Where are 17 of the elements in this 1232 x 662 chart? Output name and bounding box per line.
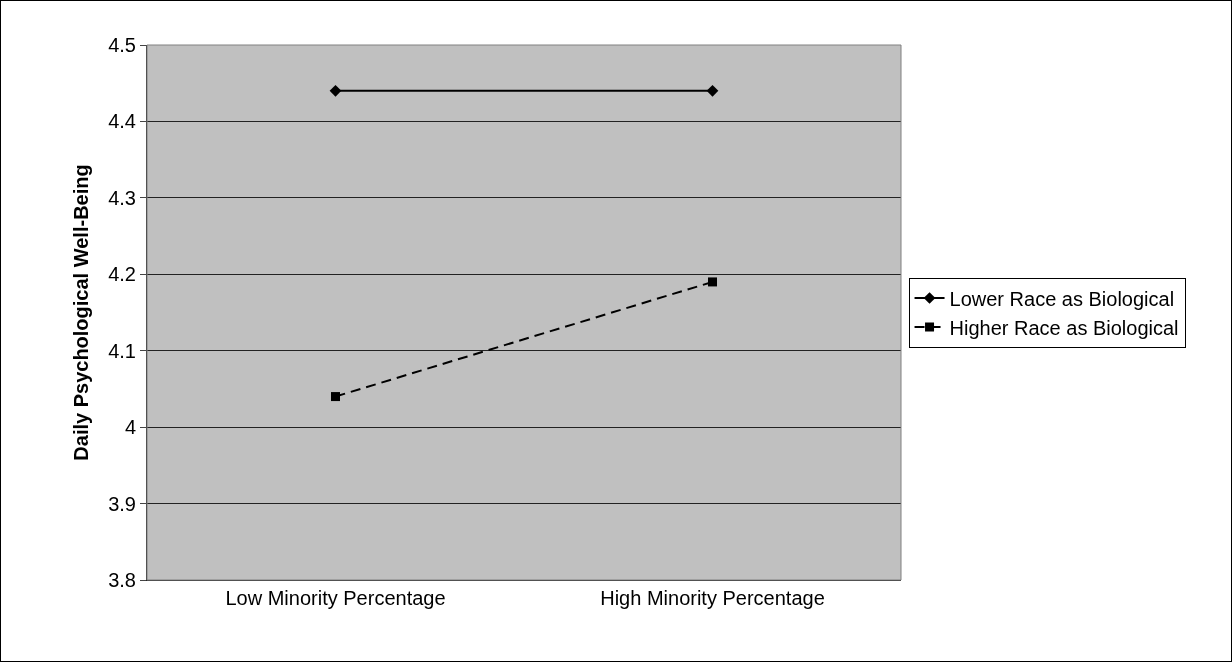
y-tick-label: 4 [124,416,136,439]
y-tick-label: 4.4 [108,110,136,133]
point [708,277,717,287]
y-tick-label: 4.2 [108,263,136,286]
x-tick-label: High Minority Percentage [600,587,825,609]
y-tick-label: 3.8 [108,569,136,591]
y-tick-label: 4.1 [108,339,136,362]
y-tick-label: 3.9 [108,492,136,515]
y-tick-label: 4.3 [108,186,136,209]
point [331,392,340,402]
y-tick-label: 4.5 [108,34,136,56]
point [329,85,342,97]
x-tick-label: Low Minority Percentage [225,587,446,609]
point [706,85,719,97]
y-axis-title: Daily Psychological Well-Being [69,164,92,461]
legend-label: Higher Race as Biological [949,316,1179,339]
legend-label: Lower Race as Biological [949,287,1175,310]
